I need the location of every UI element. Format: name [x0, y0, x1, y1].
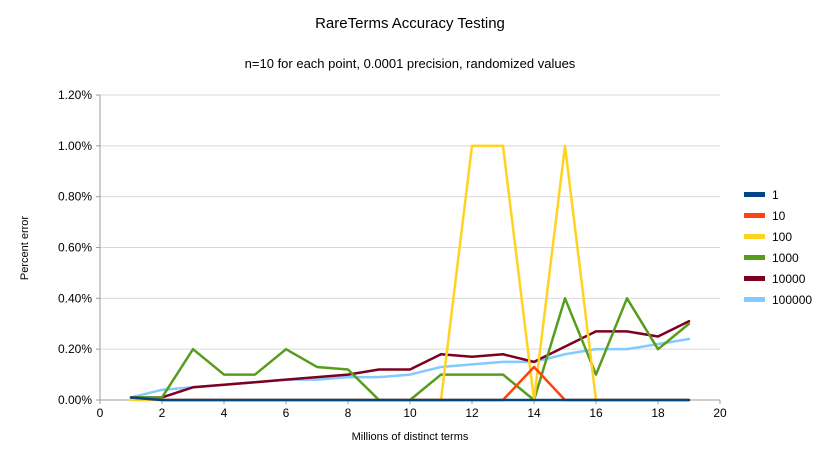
legend-label-10: 10 [772, 208, 786, 223]
legend-swatch-10000 [744, 276, 765, 281]
y-tick-label: 1.00% [58, 139, 92, 153]
x-tick-label: 10 [403, 406, 417, 420]
chart-title: RareTerms Accuracy Testing [315, 15, 505, 32]
y-tick-label: 0.60% [58, 241, 92, 255]
x-tick-label: 12 [465, 406, 479, 420]
x-tick-label: 6 [283, 406, 290, 420]
legend: 1 10 100 1000 10000 100000 [744, 184, 812, 310]
series-line-10 [129, 365, 691, 402]
series-line-100 [129, 144, 691, 402]
legend-label-1: 1 [772, 187, 779, 202]
y-axis-title: Percent error [19, 215, 31, 281]
chart-subtitle: n=10 for each point, 0.0001 precision, r… [244, 56, 576, 71]
x-tick-label: 2 [159, 406, 166, 420]
x-tick-label: 18 [651, 406, 665, 420]
legend-swatch-1000 [744, 255, 765, 260]
legend-swatch-1 [744, 192, 765, 197]
y-tick-label: 0.20% [58, 342, 92, 356]
y-tick-label: 0.40% [58, 291, 92, 305]
series-line-10000 [129, 319, 691, 399]
series-line-1 [129, 396, 691, 402]
x-tick-label: 4 [221, 406, 228, 420]
legend-item-10: 10 [744, 205, 812, 226]
legend-item-1: 1 [744, 184, 812, 205]
legend-swatch-100 [744, 234, 765, 239]
legend-item-10000: 10000 [744, 268, 812, 289]
y-tick-label: 0.80% [58, 190, 92, 204]
x-tick-label: 20 [713, 406, 727, 420]
x-tick-label: 0 [97, 406, 104, 420]
legend-swatch-100000 [744, 297, 765, 302]
legend-item-1000: 1000 [744, 247, 812, 268]
y-tick-label: 1.20% [58, 88, 92, 102]
x-axis-title: Millions of distinct terms [351, 431, 469, 443]
y-tick-label: 0.00% [58, 393, 92, 407]
legend-label-100000: 100000 [772, 292, 813, 307]
legend-item-100000: 100000 [744, 289, 812, 310]
x-tick-label: 16 [589, 406, 603, 420]
legend-swatch-10 [744, 213, 765, 218]
legend-label-100: 100 [772, 229, 793, 244]
x-tick-label: 14 [527, 406, 541, 420]
legend-item-100: 100 [744, 226, 812, 247]
legend-label-10000: 10000 [772, 271, 806, 286]
x-tick-label: 8 [345, 406, 352, 420]
legend-label-1000: 1000 [772, 250, 799, 265]
